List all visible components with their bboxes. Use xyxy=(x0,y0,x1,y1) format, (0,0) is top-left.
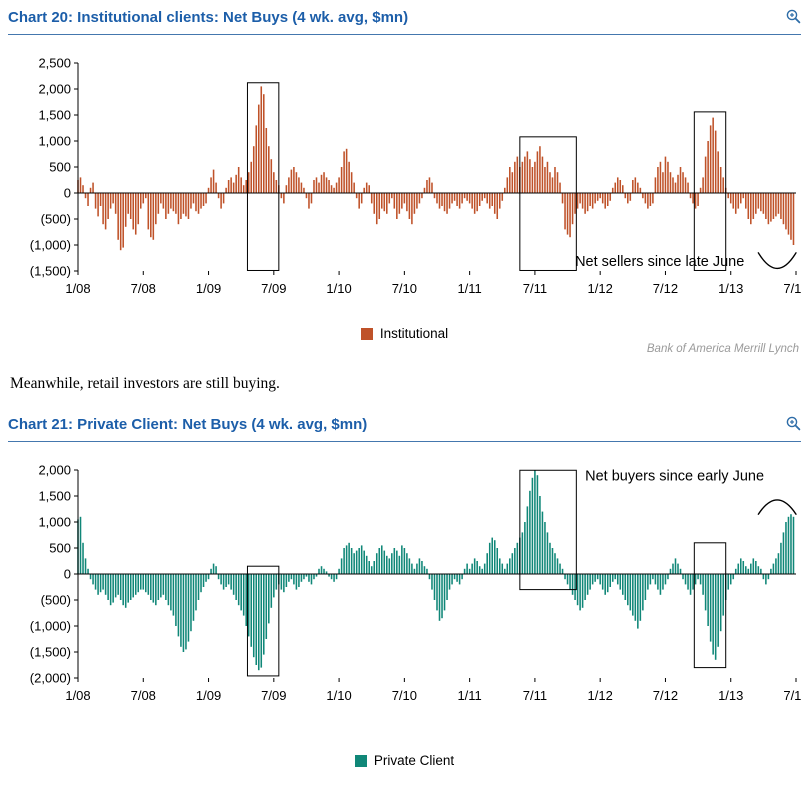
zoom-in-icon[interactable] xyxy=(786,416,801,436)
legend-swatch-private-client xyxy=(354,755,367,767)
zoom-in-icon[interactable] xyxy=(786,9,801,29)
highlight-box xyxy=(693,542,727,669)
x-tick-label: 7/11 xyxy=(523,281,547,296)
magnifier-plus-glyph xyxy=(786,416,801,431)
x-tick-label: 1/13 xyxy=(718,688,743,703)
x-tick-label: 7/13 xyxy=(783,281,801,296)
x-tick-label: 7/13 xyxy=(783,688,801,703)
y-tick-label: 1,000 xyxy=(38,515,71,530)
highlight-box xyxy=(246,565,280,677)
chart20-legend: Institutional xyxy=(8,327,801,341)
highlight-box xyxy=(519,136,577,271)
chart21-plot: 2,000 1,500 1,000 500 0 (500) (1,000) (1,500) (2… xyxy=(8,442,809,708)
y-tick-label: 500 xyxy=(49,160,71,175)
x-tick-label: 1/08 xyxy=(65,281,90,296)
highlight-box xyxy=(693,111,727,271)
chart20-header: Chart 20: Institutional clients: Net Buy… xyxy=(8,8,801,35)
y-tick-label: (2,000) xyxy=(30,671,71,686)
chart21-block: Chart 21: Private Client: Net Buys (4 wk… xyxy=(8,415,809,768)
y-tick-label: 0 xyxy=(64,567,71,582)
y-tick-label: (500) xyxy=(41,593,71,608)
chart20-block: Chart 20: Institutional clients: Net Buy… xyxy=(8,8,809,355)
x-tick-label: 7/09 xyxy=(261,688,286,703)
chart-annotation: Net sellers since late June xyxy=(575,254,744,270)
chart20-plot: 2,500 2,000 1,500 1,000 500 0 (500) (1,000) (1,5… xyxy=(8,35,809,301)
y-tick-label: (1,000) xyxy=(30,619,71,634)
legend-label-institutional: Institutional xyxy=(379,326,449,341)
x-tick-label: 1/12 xyxy=(588,688,613,703)
bar-series xyxy=(77,86,795,251)
x-tick-label: 1/09 xyxy=(196,281,221,296)
x-tick-label: 7/12 xyxy=(653,281,678,296)
y-tick-label: (1,500) xyxy=(30,264,71,279)
x-tick-label: 1/10 xyxy=(326,688,351,703)
highlight-box xyxy=(519,469,577,591)
y-tick-label: (1,000) xyxy=(30,238,71,253)
chart21-legend: Private Client xyxy=(8,754,801,768)
y-tick-label: 2,000 xyxy=(38,82,71,97)
y-tick-label: (1,500) xyxy=(30,645,71,660)
magnifier-plus-glyph xyxy=(786,9,801,24)
y-tick-label: 0 xyxy=(64,186,71,201)
brace-annotation xyxy=(757,499,797,515)
legend-label-private-client: Private Client xyxy=(373,753,455,768)
x-tick-label: 7/11 xyxy=(523,688,547,703)
y-tick-label: 2,000 xyxy=(38,463,71,478)
x-tick-label: 7/09 xyxy=(261,281,286,296)
x-tick-label: 1/12 xyxy=(588,281,613,296)
x-tick-label: 7/08 xyxy=(131,281,156,296)
x-tick-label: 1/08 xyxy=(65,688,90,703)
chart20-svg: 2,500 2,000 1,500 1,000 500 0 (500) (1,000) (1,5… xyxy=(30,56,809,297)
x-tick-label: 1/11 xyxy=(457,688,481,703)
legend-swatch-institutional xyxy=(360,328,373,340)
x-tick-label: 7/08 xyxy=(131,688,156,703)
y-tick-label: 500 xyxy=(49,541,71,556)
y-tick-label: 1,000 xyxy=(38,134,71,149)
highlight-box xyxy=(246,82,280,271)
y-tick-label: 1,500 xyxy=(38,108,71,123)
brace-annotation xyxy=(757,252,797,270)
y-tick-label: 1,500 xyxy=(38,489,71,504)
x-tick-label: 7/10 xyxy=(392,281,417,296)
x-tick-label: 1/11 xyxy=(457,281,481,296)
x-tick-label: 1/10 xyxy=(326,281,351,296)
x-tick-label: 1/13 xyxy=(718,281,743,296)
y-tick-label: 2,500 xyxy=(38,56,71,71)
x-tick-label: 7/10 xyxy=(392,688,417,703)
bar-series xyxy=(77,470,795,671)
chart21-title: Chart 21: Private Client: Net Buys (4 wk… xyxy=(8,416,368,433)
body-text: Meanwhile, retail investors are still bu… xyxy=(10,375,280,392)
x-tick-label: 7/12 xyxy=(653,688,678,703)
chart21-header: Chart 21: Private Client: Net Buys (4 wk… xyxy=(8,415,801,442)
chart-annotation: Net buyers since early June xyxy=(585,468,764,484)
source-attribution: Bank of America Merrill Lynch xyxy=(646,343,799,355)
chart21-svg: 2,000 1,500 1,000 500 0 (500) (1,000) (1,500) (2… xyxy=(30,463,809,704)
y-tick-label: (500) xyxy=(41,212,71,227)
x-tick-label: 1/09 xyxy=(196,688,221,703)
chart20-title: Chart 20: Institutional clients: Net Buy… xyxy=(8,9,409,26)
report-page: Chart 20: Institutional clients: Net Buy… xyxy=(8,8,809,768)
